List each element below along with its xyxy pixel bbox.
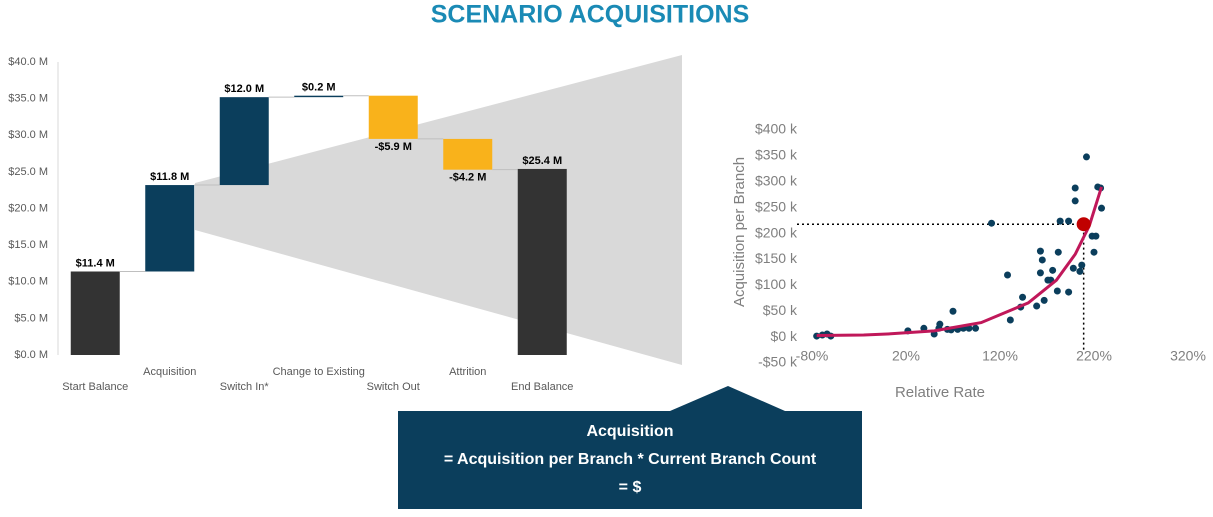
y-tick-label: $150 k bbox=[755, 250, 798, 266]
y-axis-label: Acquisition per Branch bbox=[731, 157, 748, 307]
value-label: $11.8 M bbox=[150, 171, 189, 183]
y-tick-label: $0 k bbox=[771, 328, 798, 344]
x-tick-label: 120% bbox=[982, 348, 1018, 364]
value-label: $25.4 M bbox=[522, 155, 562, 167]
callout-line: Acquisition bbox=[586, 423, 673, 440]
y-tick-label: $300 k bbox=[755, 172, 798, 188]
callout-line: = $ bbox=[619, 479, 642, 496]
y-tick-label: $0.0 M bbox=[14, 349, 48, 361]
point bbox=[1065, 288, 1073, 296]
page-title: SCENARIO ACQUISITIONS bbox=[431, 1, 750, 29]
point bbox=[1040, 296, 1048, 304]
y-tick-label: $250 k bbox=[755, 198, 798, 214]
bar bbox=[517, 168, 567, 355]
y-tick-label: $100 k bbox=[755, 276, 798, 292]
x-tick-label: End Balance bbox=[511, 381, 573, 393]
point bbox=[1049, 266, 1057, 274]
bar bbox=[145, 185, 195, 272]
point bbox=[1019, 293, 1027, 301]
y-tick-label: $20.0 M bbox=[8, 202, 48, 214]
y-tick-label: $40.0 M bbox=[8, 56, 48, 68]
x-tick-label: Attrition bbox=[449, 366, 486, 378]
x-tick-label: Switch Out bbox=[367, 381, 420, 393]
point bbox=[1065, 217, 1073, 225]
bar bbox=[368, 95, 418, 139]
y-tick-label: $400 k bbox=[755, 121, 798, 137]
point bbox=[949, 307, 957, 315]
point bbox=[1082, 153, 1090, 161]
value-label: -$4.2 M bbox=[449, 172, 486, 184]
y-tick-label: $15.0 M bbox=[8, 239, 48, 251]
x-tick-label: -80% bbox=[796, 348, 829, 364]
x-tick-label: 20% bbox=[892, 348, 920, 364]
value-label: $12.0 M bbox=[224, 83, 264, 95]
point bbox=[1069, 264, 1077, 272]
bar bbox=[294, 95, 344, 98]
point bbox=[1071, 197, 1079, 205]
x-tick-label: Switch In* bbox=[220, 381, 270, 393]
callout-pointer bbox=[670, 386, 785, 411]
point bbox=[1071, 184, 1079, 192]
point bbox=[1056, 217, 1064, 225]
y-tick-label: $350 k bbox=[755, 147, 798, 163]
bar bbox=[443, 138, 493, 170]
y-tick-label: $30.0 M bbox=[8, 129, 48, 141]
y-tick-label: $10.0 M bbox=[8, 276, 48, 288]
trend-line bbox=[816, 186, 1103, 338]
y-tick-label: $50 k bbox=[763, 302, 798, 318]
value-label: -$5.9 M bbox=[375, 141, 412, 153]
point bbox=[1036, 269, 1044, 277]
point bbox=[1053, 287, 1061, 295]
point bbox=[1098, 204, 1106, 212]
point bbox=[1090, 248, 1098, 256]
point bbox=[1092, 232, 1100, 240]
point bbox=[1033, 302, 1041, 310]
point bbox=[972, 324, 980, 332]
x-tick-label: Change to Existing bbox=[273, 366, 365, 378]
y-tick-label: $5.0 M bbox=[14, 312, 48, 324]
point bbox=[1054, 248, 1062, 256]
point bbox=[1006, 316, 1014, 324]
point bbox=[1036, 247, 1044, 255]
y-tick-label: -$50 k bbox=[758, 354, 798, 370]
point bbox=[1004, 271, 1012, 279]
x-tick-label: Acquisition bbox=[143, 366, 196, 378]
highlight-point bbox=[1076, 217, 1091, 232]
point bbox=[1076, 267, 1084, 275]
x-axis-label: Relative Rate bbox=[895, 384, 985, 401]
value-label: $11.4 M bbox=[76, 257, 115, 269]
value-label: $0.2 M bbox=[302, 82, 336, 94]
bar bbox=[219, 97, 269, 186]
x-tick-label: 320% bbox=[1170, 348, 1206, 364]
point bbox=[936, 320, 944, 328]
y-tick-label: $200 k bbox=[755, 224, 798, 240]
callout-line: = Acquisition per Branch * Current Branc… bbox=[444, 451, 817, 468]
x-tick-label: 220% bbox=[1076, 348, 1112, 364]
y-tick-label: $25.0 M bbox=[8, 166, 48, 178]
point bbox=[1078, 261, 1086, 269]
point bbox=[1038, 256, 1046, 264]
bar bbox=[70, 271, 120, 355]
x-tick-label: Start Balance bbox=[62, 381, 128, 393]
y-tick-label: $35.0 M bbox=[8, 93, 48, 105]
point bbox=[988, 219, 996, 227]
callout-box bbox=[398, 411, 862, 509]
